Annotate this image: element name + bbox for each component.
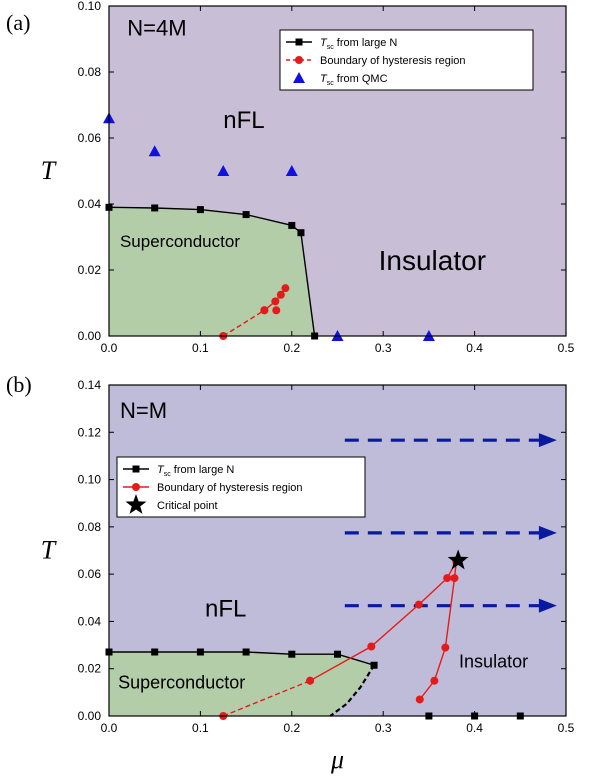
legend-box [116,456,366,518]
data-point [260,306,269,315]
x-tick-label: 0.4 [466,721,483,735]
y-tick-label: 0.14 [78,378,102,392]
y-tick-label: 0.08 [78,520,102,534]
data-point [414,600,423,609]
data-point [242,211,250,219]
x-axis-label: μ [330,745,344,774]
y-tick-label: 0.02 [78,662,102,676]
y-tick-label: 0.04 [78,197,102,211]
panel-b: 0.0 0.1 0.2 0.3 0.4 0.5 0.00 0.02 0.04 0.06 0.08 0.… [6,372,575,774]
legend-marker [295,38,303,46]
x-tick-label: 0.3 [375,341,392,355]
legend-label: Boundary of hysteresis region [320,55,466,67]
legend-label: Tsc from large N [157,464,234,478]
series-line [263,287,286,311]
arrow-head [538,433,557,448]
panel-label: (b) [6,372,32,397]
x-tick-label: 0.3 [375,721,392,735]
x-tick-label: 0.5 [558,721,575,735]
region-label: N=M [120,398,167,423]
data-point [297,229,305,237]
y-tick-label: 0.06 [78,567,102,581]
region-label: nFL [223,107,264,134]
region-label: Superconductor [118,672,245,692]
data-point [430,676,439,685]
arrow-head [538,598,557,613]
data-point [285,165,298,176]
y-axis-label: T [41,536,57,565]
region-label: nFL [205,596,246,623]
x-tick-label: 0.1 [192,341,209,355]
region-label: N=4M [127,16,186,41]
panel-label: (a) [6,10,30,35]
arrow-head [538,525,557,540]
data-point [306,676,315,685]
legend-marker [293,72,305,83]
y-axis-label: T [41,156,57,185]
data-point [370,661,378,669]
x-tick-label: 0.5 [558,341,575,355]
data-point [196,648,204,656]
data-point [447,549,469,570]
data-point [334,650,341,658]
data-point [217,165,230,176]
plot-frame [108,384,567,717]
y-tick-label: 0.06 [78,131,102,145]
data-point [288,221,296,229]
x-tick-label: 0.0 [101,721,118,735]
data-point [281,284,290,293]
data-point [288,650,296,658]
y-tick-label: 0.00 [78,329,102,343]
x-tick-label: 0.2 [283,721,300,735]
legend-marker [125,494,147,514]
x-tick-label: 0.1 [192,721,209,735]
data-point [450,574,459,583]
legend-label: Tsc from QMC [320,73,388,87]
series-line [222,309,265,337]
legend-box [279,29,534,91]
x-tick-label: 0.2 [283,341,300,355]
data-point [415,695,424,704]
y-tick-label: 0.08 [78,65,102,79]
legend-label: Critical point [157,500,218,512]
y-tick-label: 0.12 [78,425,102,439]
legend-marker [295,56,303,64]
data-point [276,290,285,299]
data-point [151,648,159,656]
data-point [367,642,376,651]
x-tick-label: 0.0 [101,341,118,355]
y-tick-label: 0.00 [78,709,102,723]
data-point [271,297,280,306]
data-point [148,145,161,157]
x-tick-label: 0.4 [466,341,483,355]
data-point [443,574,452,583]
superconductor-region [109,207,315,336]
superconductor-region [109,652,375,716]
region-label: Insulator [379,245,486,276]
legend-label: Boundary of hysteresis region [157,482,303,494]
legend: Tsc from large N Boundary of hysteresis r… [279,29,534,91]
region-label: Superconductor [120,232,240,251]
data-point [242,648,250,656]
y-tick-label: 0.04 [78,614,102,628]
data-point [441,643,450,652]
panel-a: 0.0 0.1 0.2 0.3 0.4 0.5 0.00 0.02 0.04 0.06 0.08 0.… [6,0,575,355]
data-point [196,206,204,214]
series-line [329,664,376,717]
legend: Tsc from large N Boundary of hysteresis r… [116,456,366,518]
y-tick-label: 0.10 [78,473,102,487]
legend-marker [132,483,140,491]
legend-marker [132,465,140,473]
y-tick-label: 0.02 [78,263,102,277]
region-label: Insulator [459,651,528,671]
plot-frame [108,5,567,337]
y-tick-label: 0.10 [78,0,102,13]
data-point [151,204,159,212]
legend-label: Tsc from large N [320,37,397,51]
data-point [272,306,281,315]
